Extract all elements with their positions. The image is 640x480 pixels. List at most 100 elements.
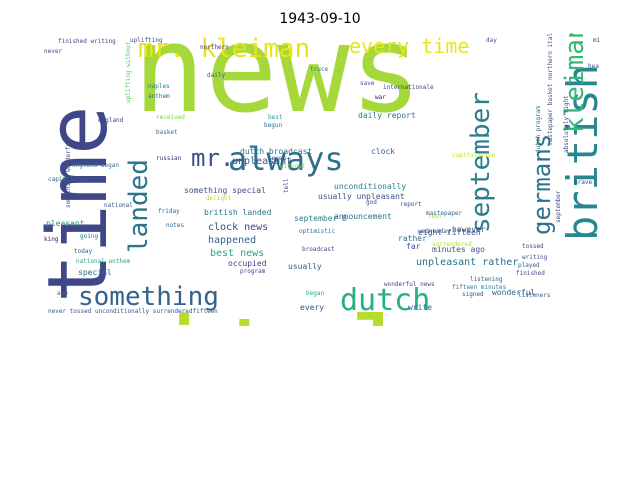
word: capitulated. <box>48 176 92 183</box>
word: september 8 <box>294 214 347 223</box>
word: unpleasant rather <box>416 257 519 268</box>
word: clock <box>371 147 396 156</box>
word: always <box>228 140 344 178</box>
word: russian <box>156 155 182 162</box>
word: pleasant <box>46 219 85 228</box>
word: mastepaper basket northern italy <box>547 33 554 145</box>
word: something wonderful <box>65 139 72 208</box>
word: begun <box>264 122 283 129</box>
word: best news <box>210 248 265 259</box>
word: rather <box>398 234 427 243</box>
word: ago <box>57 290 68 297</box>
word: unconditionally <box>334 182 407 191</box>
word: september <box>555 190 562 223</box>
word: write <box>408 303 433 312</box>
word-cloud: news italy time mr. kleiman every time b… <box>38 33 600 326</box>
word: internationale <box>383 84 434 91</box>
word: heard <box>588 63 600 70</box>
word: england <box>98 117 124 124</box>
word: listening <box>470 276 503 283</box>
word: brave <box>574 179 593 186</box>
figure-title: 1943-09-10 <box>279 11 361 27</box>
word: eight-fifteen <box>418 228 481 237</box>
word: usually unpleasant <box>318 192 405 201</box>
word: surrendered <box>432 241 472 248</box>
word: wonderful news <box>384 281 435 288</box>
word: wonderful <box>492 288 536 297</box>
word: daily <box>207 72 226 79</box>
word: fifteen minutes <box>452 284 507 291</box>
word: war <box>375 94 386 101</box>
word: germans <box>528 133 556 235</box>
word: friday <box>158 208 180 215</box>
word: wednesday <box>418 228 451 235</box>
word: mr. kleiman <box>138 34 311 64</box>
word: notes <box>166 222 185 229</box>
word: never <box>44 48 63 55</box>
word: anthem <box>148 93 170 100</box>
word: began <box>306 290 325 297</box>
word: basket <box>156 129 178 136</box>
word: program <box>240 268 266 275</box>
word: never tossed unconditionally surrendered… <box>48 308 218 315</box>
word: naples <box>148 83 170 90</box>
word: save <box>360 80 375 87</box>
word: best <box>268 114 283 121</box>
word: something <box>78 282 219 312</box>
word: unpleasant <box>232 156 293 167</box>
word: however <box>452 225 486 234</box>
word: england began <box>72 162 119 169</box>
word: finished <box>516 270 545 277</box>
word: seven <box>268 155 287 162</box>
word: absolutely right <box>563 95 570 153</box>
word: minutes ago <box>432 245 485 254</box>
word: finished writing <box>58 38 116 45</box>
word: truce <box>310 66 329 73</box>
word: optimistic <box>299 228 336 235</box>
word: daily report <box>358 111 416 120</box>
word: announcement <box>334 212 392 221</box>
word: northern <box>200 44 229 51</box>
word: going <box>80 233 99 240</box>
word: every <box>300 303 325 312</box>
word: listeners <box>518 292 551 299</box>
word: god <box>366 199 377 206</box>
word: clock news <box>208 222 269 233</box>
word: happened <box>208 235 257 246</box>
word: italy <box>150 303 481 326</box>
word: uplifting without <box>125 41 132 103</box>
word: mr. <box>191 144 235 172</box>
word: capitulation <box>452 152 496 159</box>
word: today <box>74 248 93 255</box>
word: without <box>280 163 306 170</box>
word: usually <box>288 262 322 271</box>
word: far <box>406 242 421 251</box>
word: every time <box>349 34 470 58</box>
word: writing <box>522 254 548 261</box>
word: national <box>104 202 133 209</box>
word: tossed <box>522 243 544 250</box>
word: something special <box>184 186 266 195</box>
word: british landed <box>204 208 272 217</box>
word: played <box>518 262 540 269</box>
word: four <box>428 213 443 220</box>
word: special <box>78 268 112 277</box>
word: dutch broadcast <box>240 147 313 156</box>
word: mastepaper <box>426 210 463 217</box>
word: dutch program <box>535 106 542 153</box>
word: king <box>44 236 59 243</box>
word: tell <box>283 178 290 193</box>
word: occupied <box>228 259 267 268</box>
word: minutes <box>593 37 600 44</box>
word: news <box>133 33 422 140</box>
word: received <box>156 114 185 121</box>
word: report <box>400 201 422 208</box>
word: broadcast <box>302 246 335 253</box>
word: day <box>486 37 497 44</box>
word: national anthem <box>76 258 131 265</box>
word: september <box>466 92 496 233</box>
word: signed <box>462 291 484 298</box>
word: uplifting <box>130 37 163 44</box>
word: delight <box>206 195 232 202</box>
word: dutch <box>340 283 431 318</box>
